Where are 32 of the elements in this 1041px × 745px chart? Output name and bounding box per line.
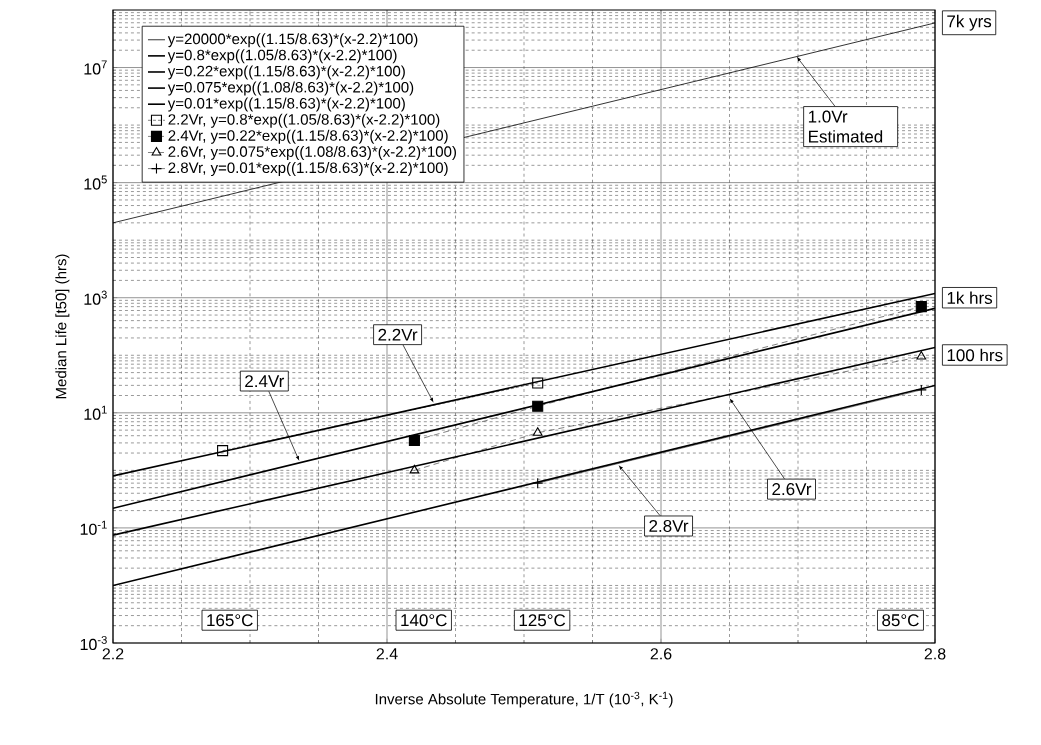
- annotation: 1.0Vr Estimated: [808, 110, 883, 143]
- legend-label: y=20000*exp((1.15/8.63)*(x-2.2)*100): [167, 33, 418, 48]
- x-tick-label: 2.8: [924, 648, 946, 660]
- legend-label: 2.4Vr, y=0.22*exp((1.15/8.63)*(x-2.2)*100): [168, 129, 448, 144]
- annotation: 2.6Vr: [772, 483, 812, 496]
- y-tick-label: 10$^{7}$: [84, 60, 107, 75]
- annotation: 2.8Vr: [649, 519, 689, 533]
- y-axis-title: Median Life [t50] (hrs): [55, 254, 70, 399]
- y-tick-label: 10$^{3}$: [84, 290, 107, 305]
- x-axis-title: Inverse Absolute Temperature, 1/T (10$^{-3}$, K$^{-1}$): [375, 691, 673, 708]
- y-tick-label: 10$^{5}$: [84, 175, 107, 190]
- annotation: 1k hrs: [947, 291, 993, 304]
- annotation: 7k yrs: [947, 14, 992, 31]
- legend-label: y=0.01*exp((1.15/8.63)*(x-2.2)*100): [167, 97, 405, 112]
- legend-label: 2.2Vr, y=0.8*exp((1.05/8.63)*(x-2.2)*100): [168, 113, 440, 128]
- annotation: 2.4Vr: [245, 375, 285, 388]
- legend-label: y=0.8*exp((1.05/8.63)*(x-2.2)*100): [167, 49, 397, 64]
- annotation: 165°C: [207, 614, 253, 627]
- y-tick-label: 10$^{1}$: [84, 405, 107, 420]
- legend-label: y=0.075*exp((1.08/8.63)*(x-2.2)*100): [167, 81, 414, 96]
- legend-label: y=0.22*exp((1.15/8.63)*(x-2.2)*100): [167, 65, 405, 80]
- annotation: 85°C: [882, 614, 919, 627]
- annotation: 125°C: [519, 614, 566, 627]
- text: 100 hrs: [947, 348, 1003, 362]
- legend-label: 2.8Vr, y=0.01*exp((1.15/8.63)*(x-2.2)*100): [168, 162, 448, 177]
- x-tick-label: 2.2: [102, 648, 124, 660]
- x-tick-label: 2.4: [376, 648, 398, 660]
- y-tick-label: 10$^{-1}$: [80, 520, 107, 535]
- legend-label: 2.6Vr, y=0.075*exp((1.08/8.63)*(x-2.2)*100): [168, 145, 456, 160]
- annotation: 140°C: [401, 614, 447, 627]
- x-tick-label: 2.6: [650, 648, 672, 660]
- annotation: 2.2Vr: [378, 328, 418, 341]
